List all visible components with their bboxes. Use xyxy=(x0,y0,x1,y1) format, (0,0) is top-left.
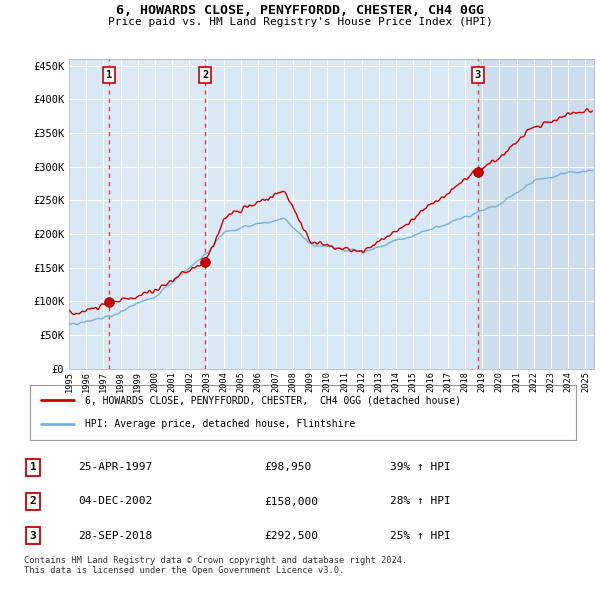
Text: 2: 2 xyxy=(29,497,37,506)
Text: 2017: 2017 xyxy=(443,371,452,392)
Text: 2005: 2005 xyxy=(236,371,245,392)
Bar xyxy=(478,59,594,369)
Text: 2011: 2011 xyxy=(340,371,349,392)
Text: 2007: 2007 xyxy=(271,371,280,392)
Text: 1: 1 xyxy=(106,70,112,80)
Text: £98,950: £98,950 xyxy=(264,463,311,472)
Text: 6, HOWARDS CLOSE, PENYFFORDD, CHESTER,  CH4 0GG (detached house): 6, HOWARDS CLOSE, PENYFFORDD, CHESTER, C… xyxy=(85,395,461,405)
Text: 28-SEP-2018: 28-SEP-2018 xyxy=(78,531,152,540)
Bar xyxy=(109,59,205,369)
Text: £292,500: £292,500 xyxy=(264,531,318,540)
Text: 04-DEC-2002: 04-DEC-2002 xyxy=(78,497,152,506)
Text: 2025: 2025 xyxy=(581,371,590,392)
Text: 1: 1 xyxy=(29,463,37,472)
Text: Price paid vs. HM Land Registry's House Price Index (HPI): Price paid vs. HM Land Registry's House … xyxy=(107,17,493,27)
Text: 2013: 2013 xyxy=(374,371,383,392)
Text: 2006: 2006 xyxy=(254,371,263,392)
Text: 2009: 2009 xyxy=(305,371,314,392)
Bar xyxy=(205,59,478,369)
Text: HPI: Average price, detached house, Flintshire: HPI: Average price, detached house, Flin… xyxy=(85,419,355,430)
Text: 1995: 1995 xyxy=(65,371,74,392)
Text: 1999: 1999 xyxy=(133,371,142,392)
Text: 6, HOWARDS CLOSE, PENYFFORDD, CHESTER, CH4 0GG: 6, HOWARDS CLOSE, PENYFFORDD, CHESTER, C… xyxy=(116,4,484,17)
Text: 2001: 2001 xyxy=(168,371,177,392)
Text: 2004: 2004 xyxy=(220,371,229,392)
Text: 2021: 2021 xyxy=(512,371,521,392)
Text: 2015: 2015 xyxy=(409,371,418,392)
Text: 28% ↑ HPI: 28% ↑ HPI xyxy=(390,497,451,506)
Text: 2019: 2019 xyxy=(478,371,487,392)
Bar xyxy=(69,59,109,369)
Text: 2010: 2010 xyxy=(323,371,332,392)
Text: 2: 2 xyxy=(202,70,208,80)
Text: 25% ↑ HPI: 25% ↑ HPI xyxy=(390,531,451,540)
Text: 2022: 2022 xyxy=(529,371,538,392)
Text: 2002: 2002 xyxy=(185,371,194,392)
Text: 1996: 1996 xyxy=(82,371,91,392)
Text: 1998: 1998 xyxy=(116,371,125,392)
Text: 2020: 2020 xyxy=(495,371,504,392)
Text: Contains HM Land Registry data © Crown copyright and database right 2024.
This d: Contains HM Land Registry data © Crown c… xyxy=(24,556,407,575)
Text: 3: 3 xyxy=(475,70,481,80)
Text: 2024: 2024 xyxy=(563,371,572,392)
Text: 2003: 2003 xyxy=(202,371,211,392)
Text: 2000: 2000 xyxy=(151,371,160,392)
Text: 2014: 2014 xyxy=(392,371,401,392)
Text: £158,000: £158,000 xyxy=(264,497,318,506)
Text: 2016: 2016 xyxy=(426,371,435,392)
Text: 2012: 2012 xyxy=(357,371,366,392)
Text: 2008: 2008 xyxy=(288,371,297,392)
Text: 2018: 2018 xyxy=(460,371,469,392)
Text: 3: 3 xyxy=(29,531,37,540)
Text: 1997: 1997 xyxy=(99,371,108,392)
Text: 2023: 2023 xyxy=(547,371,556,392)
Text: 39% ↑ HPI: 39% ↑ HPI xyxy=(390,463,451,472)
Text: 25-APR-1997: 25-APR-1997 xyxy=(78,463,152,472)
